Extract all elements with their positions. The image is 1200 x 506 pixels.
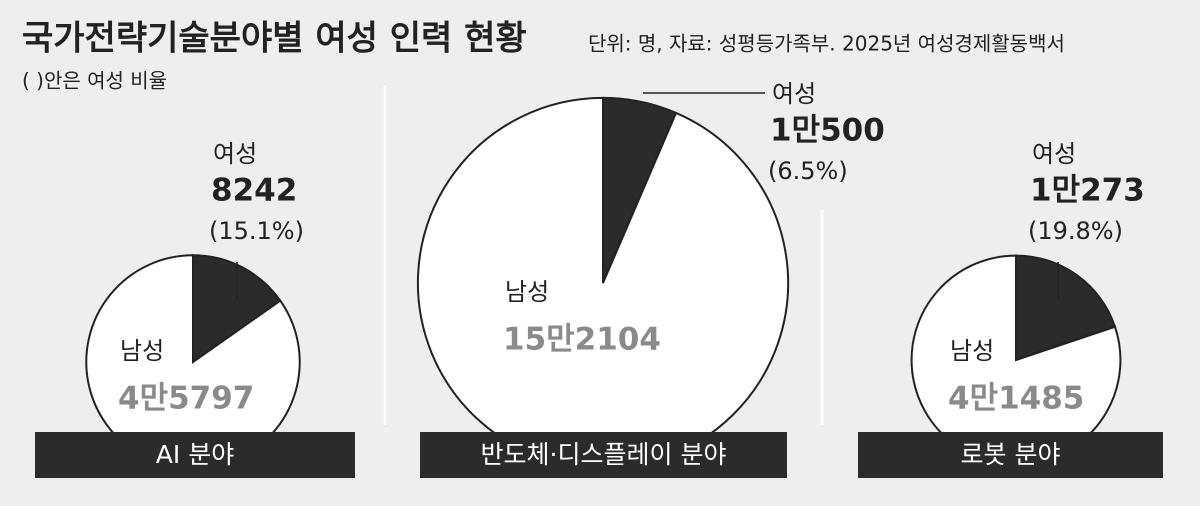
category-bar (858, 432, 1163, 478)
legend-label: 여성 (772, 80, 816, 108)
category-bar (420, 432, 787, 478)
legend-label: 여성 (213, 140, 257, 168)
pies: 여성 8242 (15.1%) 남성 4만5797 AI 분야 여성 1만500 (6.5%) 남… (35, 80, 1163, 478)
category-label: 로봇 분야 (961, 440, 1061, 469)
note: ( )안은 여성 비율 (22, 69, 167, 93)
source: 단위: 명, 자료: 성평등가족부. 2025년 여성경제활동백서 (588, 32, 1065, 56)
pie-slice (192, 254, 282, 364)
pie-slice (416, 96, 790, 470)
category-bar (35, 432, 355, 478)
share-label: (15.1%) (209, 217, 304, 245)
share-label: (19.8%) (1028, 217, 1123, 245)
data-label: 15만2104 (503, 322, 661, 358)
data-label: 1만273 (1030, 173, 1145, 209)
data-label: 8242 (211, 173, 297, 209)
data-label: 4만1485 (948, 381, 1084, 417)
data-label: 1만500 (770, 113, 885, 149)
legend-label: 남성 (505, 278, 549, 306)
legend-label: 남성 (120, 337, 164, 365)
data-label: 4만5797 (118, 381, 254, 417)
share-label: (6.5%) (768, 157, 848, 185)
category-label: AI 분야 (156, 440, 234, 469)
pie-slice (1015, 254, 1117, 362)
chart-title: 국가전략기술분야별 여성 인력 현황 (22, 19, 527, 59)
legend-label: 여성 (1032, 140, 1076, 168)
legend-label: 남성 (950, 337, 994, 365)
category-label: 반도체·디스플레이 분야 (481, 440, 727, 469)
